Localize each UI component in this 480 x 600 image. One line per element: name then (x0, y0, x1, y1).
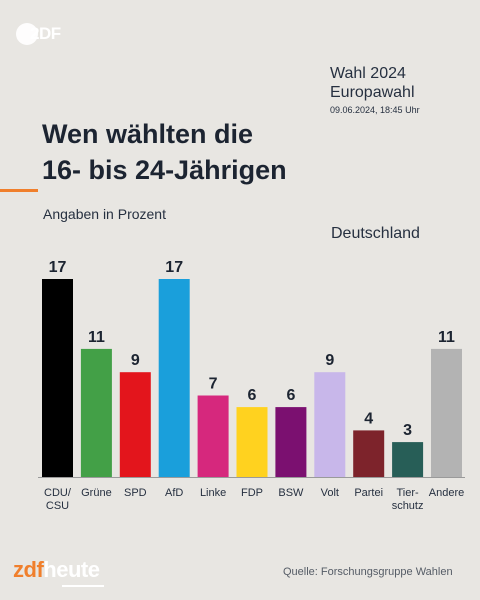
chart-subtitle: Angaben in Prozent (43, 206, 166, 222)
zdfheute-logo: zdfheute (13, 557, 104, 587)
category-label: Andere (429, 487, 464, 499)
bar-2 (119, 372, 151, 477)
category-label: Linke (200, 487, 226, 499)
bar-3 (158, 279, 190, 477)
bar-value-label: 3 (403, 422, 412, 439)
election-timestamp: 09.06.2024, 18:45 Uhr (330, 105, 420, 115)
bar-8 (353, 430, 385, 477)
category-label: Partei (354, 487, 383, 499)
bar-5 (236, 407, 268, 477)
category-label: Volt (321, 487, 339, 499)
election-name: Europawahl (330, 84, 415, 101)
bar-value-label: 17 (49, 259, 67, 276)
bar-value-label: 7 (209, 376, 218, 393)
bar-7 (314, 372, 346, 477)
zdf-logo-top: 2DF (16, 23, 61, 45)
headline-line-2: 16- bis 24-Jährigen (42, 155, 287, 185)
category-label: BSW (278, 487, 304, 499)
logo-heute-text: heute (43, 557, 100, 582)
category-label: Grüne (81, 487, 112, 499)
region-label: Deutschland (331, 225, 420, 242)
category-label: Tier-schutz (392, 487, 424, 512)
bar-4 (197, 395, 229, 477)
accent-divider (0, 189, 38, 192)
bar-value-label: 17 (165, 259, 183, 276)
category-label: SPD (124, 487, 147, 499)
bar-value-label: 9 (325, 352, 334, 369)
bar-9 (392, 442, 424, 477)
category-label: FDP (241, 487, 263, 499)
bar-10 (431, 348, 462, 477)
bar-1 (80, 348, 112, 477)
chart-headline: Wen wählten die 16- bis 24-Jährigen (42, 116, 287, 188)
logo-zdf-text: zdf (13, 557, 44, 582)
bar-value-label: 11 (438, 329, 455, 346)
bar-value-label: 11 (88, 329, 105, 346)
bar-value-label: 4 (364, 410, 373, 427)
zdf-logo-text: 2DF (30, 24, 61, 43)
bar-value-label: 6 (286, 387, 295, 404)
category-label: CDU/CSU (44, 487, 72, 512)
zdf-logo-circle-icon (16, 23, 38, 45)
bar-0 (42, 279, 73, 477)
category-label: AfD (165, 487, 183, 499)
headline-line-1: Wen wählten die (42, 119, 254, 149)
election-info: Wahl 2024 Europawahl 09.06.2024, 18:45 U… (330, 64, 470, 116)
bar-6 (275, 407, 307, 477)
bar-value-label: 9 (131, 352, 140, 369)
logo-underline (62, 585, 104, 587)
source-note: Quelle: Forschungsgruppe Wahlen (283, 566, 453, 578)
election-title: Wahl 2024 (330, 65, 406, 82)
bar-value-label: 6 (248, 387, 257, 404)
